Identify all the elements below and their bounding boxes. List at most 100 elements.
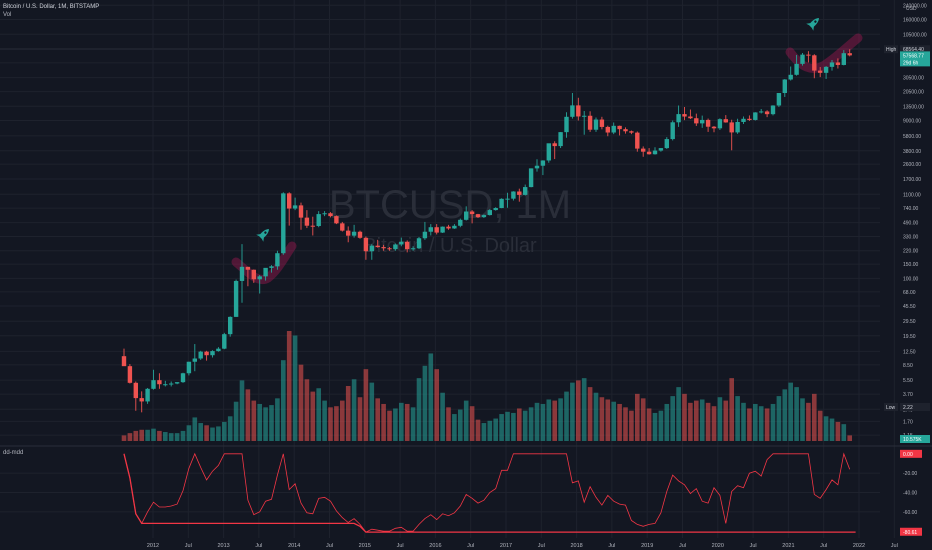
candle-body [316, 214, 321, 227]
candle-body [351, 231, 357, 236]
price-tick-label: 20500.00 [903, 90, 924, 96]
candle-body [257, 276, 262, 280]
candle-body [363, 237, 369, 252]
price-tick-label: 1.70 [903, 419, 913, 425]
candle-body [375, 245, 380, 248]
indicator-label[interactable]: dd-mdd [3, 450, 23, 456]
candle [375, 239, 380, 248]
candle [292, 197, 298, 211]
volume-bar [387, 410, 392, 441]
volume-bar [581, 378, 587, 441]
candle-body [405, 241, 410, 250]
candle [753, 112, 758, 121]
volume-bar [393, 408, 398, 441]
candle [174, 382, 180, 385]
candle-body [422, 231, 428, 239]
volume-bar [806, 402, 811, 441]
candle-body [493, 208, 498, 211]
candle [493, 207, 498, 211]
candle [133, 381, 138, 411]
candle [269, 265, 274, 273]
candle-body [180, 373, 186, 383]
candle [233, 279, 239, 317]
price-tick-label: 5800.00 [903, 134, 921, 140]
rocket-window [814, 20, 817, 23]
volume-bar [682, 393, 687, 441]
time-tick-label: Jul [397, 543, 404, 549]
candle [251, 269, 256, 283]
volume-bar [788, 382, 793, 441]
price-tick-label: 13500.00 [903, 104, 924, 110]
drawdown-axis[interactable]: -20.00 -40.00 -60.00 0.00 -80.61 [900, 449, 922, 536]
volume-bar [735, 396, 740, 441]
volume-bar [505, 411, 510, 441]
candle-body [357, 231, 363, 238]
price-unit-label: USD [906, 6, 917, 12]
candle [658, 148, 664, 152]
candle-body [228, 316, 233, 335]
candle [582, 110, 587, 135]
volume-bar [534, 402, 540, 441]
candles[interactable] [121, 49, 852, 413]
volume-bar [528, 407, 534, 441]
last-price-value: 57568.77 [903, 53, 924, 59]
volume-bar [652, 412, 658, 441]
volume-bar [723, 400, 729, 441]
candle [788, 66, 793, 81]
volume-bar [428, 353, 434, 441]
candle [523, 184, 528, 196]
candle [676, 105, 681, 127]
candle [328, 212, 333, 218]
candle-body [700, 119, 705, 124]
volume-bar [292, 335, 298, 441]
candle-body [511, 191, 516, 199]
candle [334, 215, 339, 225]
time-axis[interactable]: 2012 Jul 2013 Jul 2014 Jul 2015 Jul 2016 Jul 2017 J… [147, 543, 898, 549]
volume-bar [469, 406, 475, 441]
volume-bar [747, 408, 752, 441]
candle [363, 236, 369, 260]
candle [835, 58, 841, 69]
low-value: 2.22 [903, 405, 913, 411]
highlight-strokes [231, 33, 863, 284]
price-tick-label: 150.00 [903, 262, 919, 268]
candle [611, 122, 616, 135]
watermark-name: Bitcoin / U.S. Dollar [363, 235, 537, 257]
price-tick-label: 100.00 [903, 276, 919, 282]
volume-bar [670, 396, 675, 441]
candle-body [210, 351, 215, 356]
candle-body [599, 119, 605, 127]
volume-bar [340, 400, 345, 441]
volume-bar [233, 401, 239, 441]
candle [623, 127, 628, 134]
candle [346, 226, 351, 243]
volume-bar [322, 400, 327, 441]
candle-body [782, 79, 787, 94]
candle [369, 244, 374, 260]
dd-current-badge [900, 449, 922, 458]
candle [163, 380, 168, 387]
candle-body [340, 223, 345, 231]
max-drawdown-line [123, 453, 856, 533]
volume-bar [617, 403, 622, 441]
price-axis[interactable]: 240000.00160000.00105000.0070000.0046500… [884, 3, 930, 443]
symbol-title[interactable]: Bitcoin / U.S. Dollar, 1M, BITSTAMP [3, 4, 99, 10]
candle [316, 211, 321, 228]
volume-bar [812, 393, 817, 441]
candle-body [263, 267, 268, 277]
candle-body [499, 198, 504, 209]
candle [505, 192, 510, 208]
volume-bar [587, 387, 593, 441]
candle [599, 116, 605, 130]
candle [405, 240, 410, 253]
time-tick-label: 2015 [359, 543, 371, 549]
candle-body [652, 150, 658, 155]
volume-label[interactable]: Vol [3, 12, 11, 18]
volume-value: 10.575K [903, 437, 922, 443]
volume-bar [257, 403, 262, 441]
candle [694, 113, 699, 126]
volume-bar [570, 382, 575, 441]
volume-bar [546, 399, 552, 441]
candle [481, 214, 487, 218]
